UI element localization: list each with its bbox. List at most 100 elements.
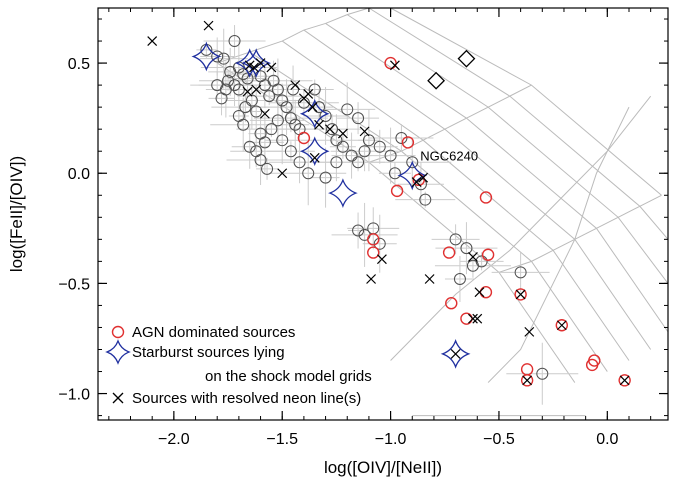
data-point-circle (618, 374, 631, 387)
y-tick-label: 0.5 (68, 56, 90, 73)
data-point-circle (263, 90, 276, 103)
data-point-diamond (457, 49, 476, 68)
data-point-circle (341, 103, 354, 116)
data-point-cross (324, 124, 335, 135)
data-point-circle (390, 184, 404, 198)
data-point-circle (449, 233, 462, 246)
data-point-star (191, 41, 222, 72)
data-point-circle (330, 156, 343, 169)
data-point-circle (239, 101, 252, 114)
data-point-cross (376, 254, 387, 265)
data-point-circle (481, 248, 495, 261)
data-point-circle (395, 131, 408, 144)
data-point-circle (536, 367, 549, 380)
data-point-cross (389, 60, 400, 71)
model-grid-line (303, 29, 652, 350)
x-tick-label: −1.5 (266, 431, 298, 448)
data-point-cross (298, 93, 309, 104)
legend-label: on the shock model grids (205, 368, 372, 385)
data-point-circle (302, 167, 315, 180)
data-point-circle (222, 74, 235, 87)
data-point-cross (249, 62, 259, 73)
data-point-circle (289, 118, 302, 131)
x-tick-label: −1.0 (375, 431, 407, 448)
data-point-diamond (427, 71, 446, 90)
data-point-circle (293, 156, 306, 169)
data-point-circle (217, 52, 230, 65)
data-point-circle (479, 191, 493, 204)
data-point-circle (406, 156, 419, 169)
data-point-circle (445, 297, 458, 310)
data-point-cross (266, 62, 277, 73)
data-point-cross (424, 274, 435, 284)
data-point-circle (261, 162, 274, 175)
data-point-circle (232, 109, 245, 122)
x-tick-label: 0.0 (596, 431, 618, 448)
model-grid-line (368, 84, 532, 163)
legend-cross-icon (112, 392, 124, 404)
data-point-circle (358, 145, 371, 158)
data-point-circle (352, 224, 365, 237)
data-point-circle (254, 154, 267, 167)
data-point-circle (280, 101, 293, 114)
y-tick-label: −0.5 (58, 276, 90, 293)
data-point-circle (313, 101, 326, 114)
data-point-cross (259, 108, 270, 119)
data-point-circle (373, 140, 386, 153)
legend: AGN dominated sources Starburst sources l… (105, 324, 372, 407)
x-tick-label: −0.5 (483, 431, 515, 448)
data-point-circle (326, 123, 339, 136)
data-point-circle (352, 112, 365, 125)
axis-ticks: −2.0 −1.5 −1.0 −0.5 0.0 0.5 0.0 −0.5 −1.0 (58, 8, 668, 448)
data-point-circle (211, 79, 224, 92)
data-point-circle (419, 193, 432, 206)
data-point-circle (271, 114, 284, 127)
data-point-star (397, 160, 428, 191)
data-point-cross (277, 168, 288, 179)
data-point-circle (412, 173, 425, 187)
data-point-circle (211, 50, 224, 63)
data-point-circle (330, 134, 343, 147)
data-point-cross (242, 86, 253, 97)
data-point-cross (307, 102, 318, 113)
model-grid-line (325, 23, 669, 333)
data-point-cross (472, 313, 483, 324)
data-point-circle (388, 167, 401, 180)
data-point-circle (265, 123, 278, 136)
data-point-circle (297, 96, 310, 109)
y-tick-label: −1.0 (58, 387, 90, 404)
data-point-cross (474, 287, 485, 298)
data-point-cross (411, 177, 422, 187)
data-point-cross (359, 126, 370, 137)
data-point-circle (345, 149, 358, 162)
model-grid-line (390, 7, 662, 196)
model-grid-line (346, 14, 669, 284)
data-point-circle (228, 35, 241, 48)
data-point-cross (468, 252, 478, 262)
model-grid-line (281, 40, 630, 361)
data-point-circle (308, 83, 321, 96)
data-point-cross (314, 119, 324, 130)
data-point-cross (450, 348, 461, 359)
data-point-circle (284, 145, 297, 158)
data-point-circle (555, 319, 569, 332)
data-point-circle (352, 156, 365, 169)
data-point-circle (250, 105, 263, 118)
data-point-circle (287, 83, 300, 96)
data-point-star (299, 98, 330, 129)
legend-circle-icon (111, 325, 125, 339)
data-point-circle (401, 136, 415, 149)
x-axis-label: log([OIV]/[NeII]) (324, 458, 442, 477)
data-point-cross (251, 84, 262, 95)
data-point-cross (203, 20, 214, 31)
data-point-cross (515, 289, 526, 300)
data-point-circle (514, 266, 527, 279)
plot-frame (97, 7, 669, 421)
data-points (147, 20, 631, 387)
data-point-circle (514, 288, 527, 301)
data-point-cross (147, 36, 158, 46)
data-point-star (241, 48, 272, 78)
data-point-circle (336, 140, 349, 153)
data-point-cross (556, 320, 567, 331)
